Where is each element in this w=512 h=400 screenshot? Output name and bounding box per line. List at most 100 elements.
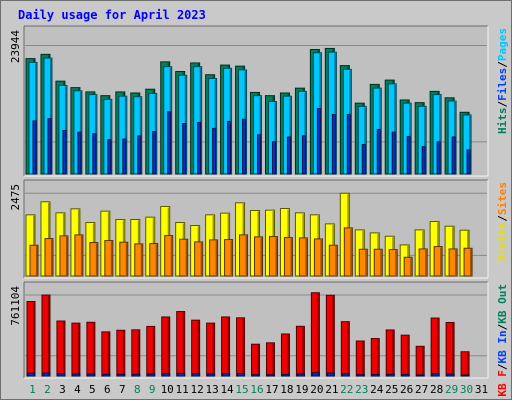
- bar-shade: [455, 249, 457, 275]
- bar-sites-day-2: [44, 238, 54, 277]
- bar-kb-in-day-19: [296, 373, 305, 377]
- bar-shade: [332, 374, 334, 375]
- bar-shade: [62, 322, 65, 375]
- bar-sites-day-29: [448, 248, 458, 277]
- bar-pages-day-21: [331, 113, 336, 175]
- bar-shade: [332, 296, 334, 375]
- legend-entry: Pages: [496, 28, 509, 61]
- bar-sites-day-5: [89, 242, 99, 277]
- bar-shade: [64, 86, 67, 173]
- bar-shade: [47, 374, 50, 375]
- bar-shade: [65, 236, 68, 275]
- bar-pages-day-12: [197, 121, 202, 175]
- x-tick-label-day-25: 25: [385, 383, 398, 396]
- legend-entry: Visits: [496, 222, 509, 262]
- bar-shade: [467, 352, 469, 375]
- bar-shade: [305, 238, 307, 275]
- bar-shade: [199, 67, 202, 173]
- bar-pages-day-6: [107, 139, 112, 175]
- bar-pages-day-30: [466, 149, 471, 175]
- bar-shade: [394, 84, 396, 173]
- bar-kb-in-day-16: [252, 374, 261, 377]
- bar-shade: [33, 374, 35, 375]
- x-tick-label-day-28: 28: [430, 383, 443, 396]
- bar-shade: [424, 107, 426, 173]
- chart-title: Daily usage for April 2023: [18, 8, 206, 22]
- bar-kb-in-day-18: [281, 374, 290, 377]
- x-tick-label-day-27: 27: [415, 383, 428, 396]
- x-tick-label-day-26: 26: [400, 383, 413, 396]
- bar-shade: [185, 240, 188, 275]
- legend-entry: /: [496, 363, 509, 370]
- bar-kb-in-day-15: [237, 373, 246, 377]
- bar-pages-day-18: [286, 136, 291, 175]
- bar-kb-in-day-1: [27, 372, 36, 377]
- bar-kb-in-day-17: [266, 374, 275, 377]
- bar-pages-day-17: [271, 141, 276, 175]
- bar-pages-day-22: [346, 113, 351, 175]
- bar-shade: [395, 250, 397, 275]
- bar-kb-in-day-20: [311, 372, 320, 377]
- bar-shade: [469, 115, 471, 173]
- bar-kb-in-day-30: [461, 374, 470, 377]
- legend-entry: Files: [496, 68, 509, 101]
- legend-entry: KB F: [496, 370, 509, 397]
- bar-shade: [287, 334, 289, 375]
- x-tick-label-day-1: 1: [29, 383, 36, 396]
- bar-pages-day-5: [92, 133, 97, 175]
- bar-shade: [377, 339, 379, 375]
- panel-legend: Visits/Sites: [496, 182, 509, 262]
- x-axis-labels: 1 2 3 4 5 6 7 8 9 10 11 12 13 14 15 16 17 18 19 20 21 22 23 24 2…: [29, 383, 488, 396]
- bar-sites-day-14: [224, 239, 234, 277]
- bar-sites-day-16: [254, 236, 264, 277]
- bar-pages-day-19: [301, 135, 306, 175]
- x-tick-label-day-19: 19: [295, 383, 308, 396]
- bar-shade: [152, 327, 155, 375]
- bar-shade: [215, 240, 218, 275]
- bar-shade: [260, 237, 263, 275]
- bar-shade: [317, 293, 319, 375]
- bar-pages-day-24: [376, 128, 381, 175]
- bar-sites-day-6: [104, 240, 114, 277]
- bar-pages-day-8: [137, 135, 142, 175]
- bar-shade: [290, 238, 292, 275]
- x-tick-label-day-31: 31: [475, 383, 488, 396]
- bar-shade: [257, 345, 260, 375]
- bar-kb-in-day-3: [57, 373, 66, 377]
- bar-kb-in-day-26: [401, 374, 410, 377]
- bar-kb-in-day-14: [222, 373, 231, 377]
- bar-shade: [470, 249, 472, 275]
- y-axis-max-label: 2475: [9, 184, 22, 211]
- bar-shade: [275, 237, 277, 275]
- bar-sites-day-13: [209, 239, 219, 277]
- bar-shade: [92, 323, 95, 375]
- bar-shade: [437, 319, 439, 375]
- bar-shade: [392, 330, 394, 375]
- bar-kb-in-day-23: [356, 374, 365, 377]
- bar-kb-in-day-11: [177, 372, 186, 377]
- bar-pages-day-9: [152, 131, 157, 175]
- bar-pages-day-13: [212, 127, 217, 175]
- bar-sites-day-20: [313, 238, 323, 277]
- bar-pages-day-3: [62, 130, 67, 175]
- bar-kb-in-day-2: [42, 372, 51, 377]
- legend-entry: /: [496, 323, 509, 330]
- bar-kb-in-day-22: [341, 373, 350, 377]
- bar-sites-day-12: [194, 241, 204, 277]
- bar-shade: [272, 343, 274, 375]
- legend-entry: Sites: [496, 182, 509, 215]
- series-kb-in: [27, 372, 470, 377]
- bar-shade: [302, 327, 304, 375]
- bar-shade: [364, 107, 366, 173]
- bar-shade: [335, 246, 337, 275]
- bar-shade: [140, 244, 143, 275]
- bar-sites-day-7: [119, 241, 129, 277]
- bar-shade: [425, 249, 427, 275]
- bar-shade: [440, 247, 442, 275]
- bar-kb-in-day-4: [72, 373, 81, 377]
- y-axis-max-label: 761104: [9, 286, 22, 326]
- bar-shade: [410, 258, 412, 275]
- bar-shade: [245, 235, 248, 275]
- bar-kb-in-day-13: [207, 373, 216, 377]
- bar-shade: [200, 242, 203, 275]
